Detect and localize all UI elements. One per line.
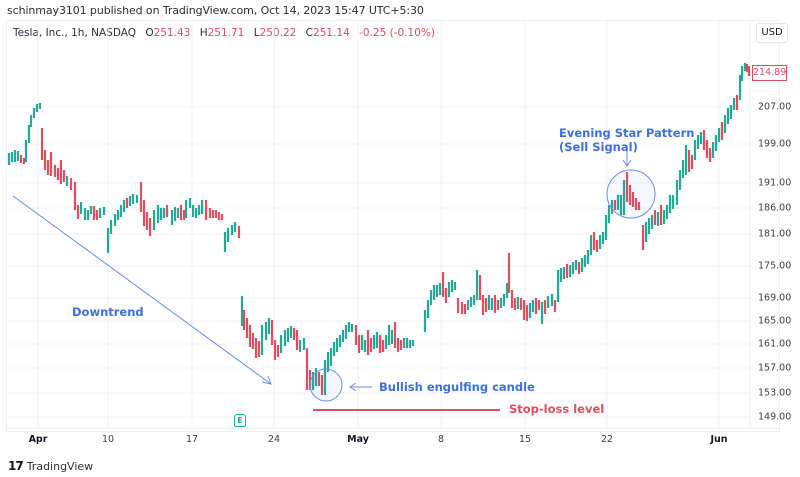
earnings-marker[interactable]: E (234, 414, 246, 427)
evening-star-circle (606, 169, 656, 219)
low-value: 250.22 (259, 27, 297, 39)
date-tick: 15 (518, 434, 532, 445)
price-tick: 149.00 (758, 411, 792, 423)
downtrend-trendline (12, 195, 272, 385)
date-tick: 22 (600, 434, 614, 445)
price-tick: 175.00 (758, 260, 792, 272)
tradingview-logo[interactable]: 17 TradingView (8, 459, 93, 473)
evening-star-label-line2: (Sell Signal) (559, 140, 638, 154)
price-tick: 157.00 (758, 362, 792, 374)
bullish-engulfing-label: Bullish engulfing candle (379, 380, 535, 394)
change-value: -0.25 (-0.10%) (359, 27, 435, 39)
price-tick: 207.00 (758, 101, 792, 113)
date-tick: 10 (101, 434, 115, 445)
close-value: 251.14 (313, 27, 350, 39)
chart-frame[interactable] (6, 20, 780, 432)
price-tick: 153.00 (758, 387, 792, 399)
price-tick: 169.00 (758, 292, 792, 304)
date-tick: 17 (185, 434, 199, 445)
downtrend-arrowhead-icon (261, 375, 272, 385)
date-tick: May (347, 434, 369, 445)
symbol-legend: Tesla, Inc., 1h, NASDAQ O251.43 H251.71 … (13, 27, 435, 39)
price-tick: 186.00 (758, 202, 792, 214)
open-value: 251.43 (153, 27, 191, 39)
price-tick: 181.00 (758, 228, 792, 240)
evening-star-arrowhead-icon (622, 159, 632, 167)
price-tick: 161.00 (758, 338, 792, 350)
date-tick: Apr (28, 434, 48, 445)
date-tick: 8 (437, 434, 445, 445)
last-price-tag: 214.89 (752, 65, 787, 81)
downtrend-label: Downtrend (72, 305, 144, 319)
currency-button[interactable]: USD (756, 23, 788, 43)
publisher-line: schinmay3101 published on TradingView.co… (7, 4, 424, 17)
bullish-arrow-head-icon (349, 382, 357, 392)
date-tick: 24 (267, 434, 281, 445)
grid-lines (7, 21, 750, 428)
tradingview-logo-icon: 17 (8, 459, 24, 473)
stoploss-label: Stop-loss level (509, 402, 605, 416)
evening-star-label-line1: Evening Star Pattern (559, 126, 695, 140)
price-tick: 199.00 (758, 138, 792, 150)
symbol-name: Tesla, Inc., 1h, NASDAQ (13, 27, 137, 39)
date-axis-divider (6, 428, 780, 429)
tradingview-brand-text: TradingView (26, 459, 94, 473)
high-value: 251.71 (207, 27, 245, 39)
price-tick: 191.00 (758, 177, 792, 189)
bullish-engulfing-circle (309, 368, 343, 402)
price-tick: 165.00 (758, 315, 792, 327)
date-tick: Jun (710, 434, 728, 445)
candles (7, 63, 751, 395)
